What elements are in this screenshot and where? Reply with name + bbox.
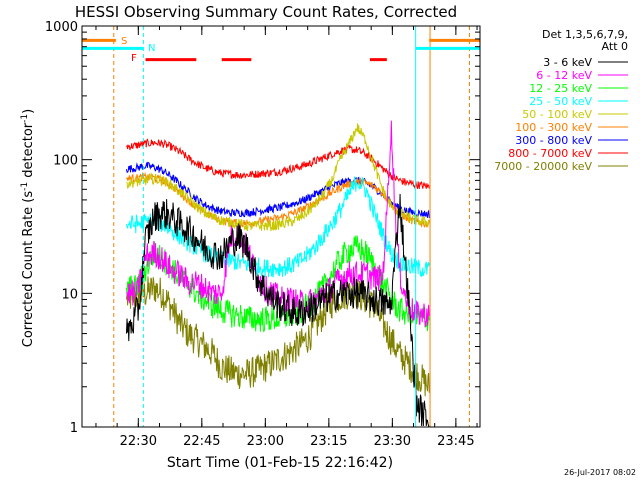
legend-label: 12 - 25 keV bbox=[529, 82, 592, 95]
legend-header: Det 1,3,5,6,7,9, bbox=[542, 28, 628, 41]
y-axis-label: Corrected Count Rate (s-1 detector-1) bbox=[20, 109, 36, 347]
series-line bbox=[125, 235, 430, 333]
y-axis-label-part: ) bbox=[21, 109, 36, 114]
legend-label: 6 - 12 keV bbox=[536, 69, 592, 82]
legend-label: 7000 - 20000 keV bbox=[494, 160, 592, 173]
y-axis-label-sup: -1 bbox=[20, 114, 30, 123]
series-line bbox=[126, 123, 430, 232]
x-tick-label: 23:30 bbox=[374, 434, 411, 449]
legend-header: Att 0 bbox=[602, 40, 628, 53]
plot-frame bbox=[81, 25, 481, 428]
y-tick-label: 1 bbox=[70, 421, 78, 436]
legend-label: 50 - 100 keV bbox=[522, 108, 592, 121]
legend-label: 25 - 50 keV bbox=[529, 95, 592, 108]
series-line bbox=[126, 138, 430, 189]
chart-title: HESSI Observing Summary Count Rates, Cor… bbox=[75, 3, 457, 21]
y-axis-label-part: Corrected Count Rate (s bbox=[21, 191, 36, 348]
legend-label: 800 - 7000 keV bbox=[508, 147, 592, 160]
plot-area: S NF bbox=[82, 26, 480, 427]
x-tick-label: 23:15 bbox=[310, 434, 347, 449]
legend-label: 300 - 800 keV bbox=[515, 134, 592, 147]
x-tick-label: 22:30 bbox=[120, 434, 157, 449]
y-tick-label: 100 bbox=[53, 154, 78, 169]
x-tick-label: 23:00 bbox=[247, 434, 284, 449]
x-tick-label: 23:45 bbox=[437, 434, 474, 449]
y-tick-label: 10 bbox=[61, 287, 78, 302]
x-axis-label: Start Time (01-Feb-15 22:16:42) bbox=[167, 455, 393, 471]
x-tick-label: 22:45 bbox=[183, 434, 220, 449]
y-axis-label-part: detector bbox=[21, 122, 36, 182]
series-line bbox=[125, 161, 430, 219]
y-tick-label: 1000 bbox=[45, 20, 78, 35]
footer-timestamp: 26-Jul-2017 08:02 bbox=[564, 468, 636, 477]
flag-label: N bbox=[148, 43, 155, 54]
series-line bbox=[125, 193, 430, 427]
axes: 1 10 100 1000 22:30 22:45 23:00 23:15 23:30 23:45 bbox=[45, 20, 480, 449]
legend-label: 3 - 6 keV bbox=[543, 56, 592, 69]
flag-label: F bbox=[131, 53, 137, 64]
legend-label: 100 - 300 keV bbox=[515, 121, 592, 134]
flag-label: S bbox=[121, 36, 127, 47]
y-axis-label-sup: -1 bbox=[20, 182, 30, 191]
